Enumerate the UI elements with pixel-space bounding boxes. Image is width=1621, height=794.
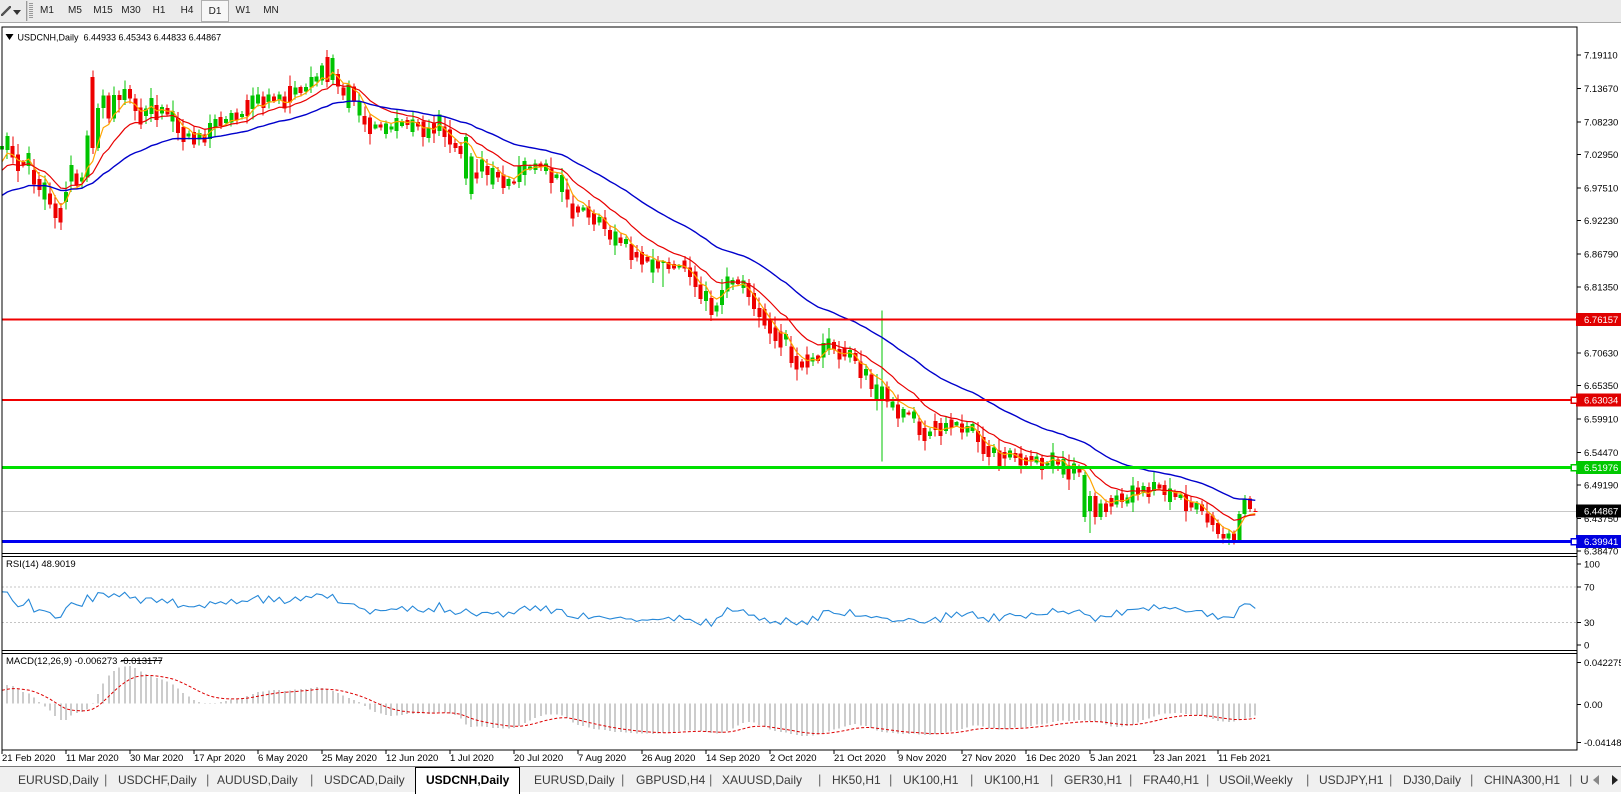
svg-text:6.76157: 6.76157	[1584, 315, 1618, 326]
svg-text:30 Mar 2020: 30 Mar 2020	[130, 753, 183, 764]
svg-text:6.86790: 6.86790	[1584, 249, 1618, 260]
svg-text:6.59910: 6.59910	[1584, 415, 1618, 426]
svg-text:21 Oct 2020: 21 Oct 2020	[834, 753, 886, 764]
svg-text:5 Jan 2021: 5 Jan 2021	[1090, 753, 1137, 764]
svg-text:6.54470: 6.54470	[1584, 448, 1618, 459]
svg-text:RSI(14) 48.9019: RSI(14) 48.9019	[6, 559, 76, 570]
svg-text:7 Aug 2020: 7 Aug 2020	[578, 753, 626, 764]
svg-text:23 Jan 2021: 23 Jan 2021	[1154, 753, 1206, 764]
svg-text:6.81350: 6.81350	[1584, 283, 1618, 294]
svg-text:1 Jul 2020: 1 Jul 2020	[450, 753, 494, 764]
svg-text:26 Aug 2020: 26 Aug 2020	[642, 753, 695, 764]
svg-text:7.13670: 7.13670	[1584, 84, 1618, 95]
svg-text:0: 0	[1584, 641, 1589, 652]
svg-text:14 Sep 2020: 14 Sep 2020	[706, 753, 760, 764]
svg-text:6.49190: 6.49190	[1584, 481, 1618, 492]
svg-text:7.08230: 7.08230	[1584, 117, 1618, 128]
svg-text:6.70630: 6.70630	[1584, 349, 1618, 360]
svg-text:11 Mar 2020: 11 Mar 2020	[66, 753, 119, 764]
svg-text:MACD(12,26,9) -0.006273 -0.013: MACD(12,26,9) -0.006273 -0.013177	[6, 656, 163, 667]
svg-text:2 Oct 2020: 2 Oct 2020	[770, 753, 816, 764]
svg-text:6.44867: 6.44867	[1584, 507, 1618, 518]
svg-text:USDCNH,Daily 6.44933 6.45343: USDCNH,Daily 6.44933 6.45343 6.44833 6.4…	[18, 33, 222, 43]
svg-text:25 May 2020: 25 May 2020	[322, 753, 377, 764]
svg-text:21 Feb 2020: 21 Feb 2020	[2, 753, 55, 764]
svg-text:7.02950: 7.02950	[1584, 150, 1618, 161]
svg-text:6.38470: 6.38470	[1584, 546, 1618, 557]
svg-text:17 Apr 2020: 17 Apr 2020	[194, 753, 245, 764]
svg-text:0.042275: 0.042275	[1584, 658, 1621, 669]
svg-text:27 Nov 2020: 27 Nov 2020	[962, 753, 1016, 764]
svg-text:100: 100	[1584, 560, 1600, 571]
svg-text:30: 30	[1584, 618, 1595, 629]
svg-text:9 Nov 2020: 9 Nov 2020	[898, 753, 947, 764]
svg-text:6.39941: 6.39941	[1584, 537, 1618, 548]
svg-text:7.19110: 7.19110	[1584, 51, 1618, 62]
svg-text:6.43750: 6.43750	[1584, 514, 1618, 525]
svg-text:-0.04148: -0.04148	[1584, 738, 1621, 749]
svg-text:6.97510: 6.97510	[1584, 183, 1618, 194]
svg-text:20 Jul 2020: 20 Jul 2020	[514, 753, 563, 764]
svg-text:6.51976: 6.51976	[1584, 463, 1618, 474]
svg-text:11 Feb 2021: 11 Feb 2021	[1218, 753, 1271, 764]
svg-text:16 Dec 2020: 16 Dec 2020	[1026, 753, 1080, 764]
svg-text:70: 70	[1584, 583, 1595, 594]
svg-text:6.63034: 6.63034	[1584, 396, 1618, 407]
svg-text:12 Jun 2020: 12 Jun 2020	[386, 753, 438, 764]
svg-text:6 May 2020: 6 May 2020	[258, 753, 308, 764]
svg-text:6.92230: 6.92230	[1584, 216, 1618, 227]
svg-text:6.65350: 6.65350	[1584, 381, 1618, 392]
svg-text:0.00: 0.00	[1584, 700, 1603, 711]
